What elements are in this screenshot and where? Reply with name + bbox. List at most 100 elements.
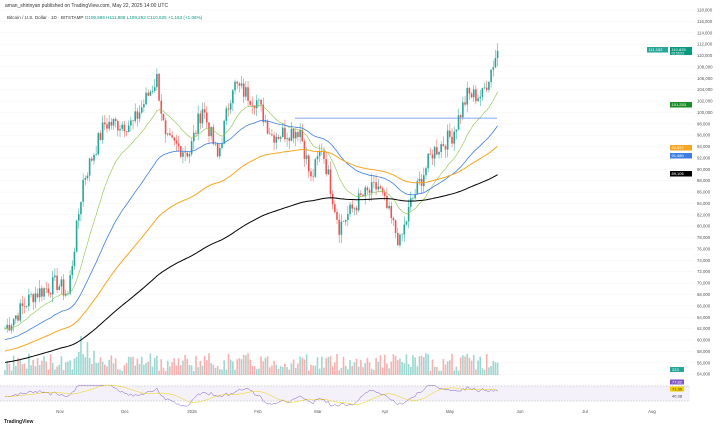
- volume-bar: [234, 369, 236, 375]
- candle-body: [314, 159, 317, 177]
- volume-bar: [28, 353, 30, 375]
- volume-bar: [64, 362, 67, 375]
- volume-bar: [405, 354, 408, 375]
- volume-bar: [255, 369, 258, 375]
- candle-body: [409, 198, 412, 207]
- volume-bar: [145, 362, 147, 375]
- rsi-tag: [670, 379, 684, 385]
- y-tick-label: 54,000: [697, 372, 711, 377]
- candle-body: [412, 198, 414, 199]
- y-tick-label: 110,000: [697, 53, 713, 58]
- candle-body: [475, 89, 477, 102]
- candle-body: [221, 143, 223, 148]
- y-tick-label: 104,000: [697, 87, 713, 92]
- candle-body: [438, 152, 440, 155]
- volume-tag: [670, 367, 684, 372]
- candle-body: [93, 154, 95, 161]
- candle-body: [425, 168, 427, 176]
- candle-body: [392, 218, 395, 221]
- candle-body: [459, 115, 462, 118]
- volume-bar: [325, 358, 327, 375]
- price-tag-label: 111,153: [649, 47, 664, 52]
- volume-bar: [60, 356, 63, 375]
- volume-bar: [97, 362, 100, 375]
- volume-bar: [104, 364, 106, 375]
- volume-bar: [349, 359, 351, 375]
- candle-body: [177, 143, 180, 147]
- candle-body: [32, 294, 35, 303]
- volume-bar: [266, 356, 269, 375]
- volume-bar: [80, 336, 82, 375]
- candle-body: [423, 175, 425, 187]
- volume-bar: [316, 357, 319, 375]
- candle-body: [260, 99, 262, 105]
- volume-bar: [164, 370, 167, 375]
- volume-bar: [286, 367, 288, 375]
- volume-bar: [201, 365, 204, 375]
- candle-body: [236, 81, 238, 84]
- candle-body: [125, 131, 128, 133]
- candle-body: [84, 178, 87, 180]
- volume-bar: [203, 355, 206, 375]
- y-tick-label: 78,000: [697, 235, 711, 240]
- volume-bar: [125, 363, 128, 375]
- candle-body: [60, 279, 63, 287]
- volume-bar: [147, 361, 150, 375]
- candle-body: [362, 194, 364, 197]
- x-tick-label: 2025: [187, 409, 197, 414]
- volume-bar: [77, 351, 80, 375]
- volume-bar: [214, 368, 217, 375]
- volume-bar: [169, 366, 171, 375]
- y-tick-label: 88,000: [697, 178, 711, 183]
- tradingview-logo: TradingView: [4, 419, 34, 425]
- candle-body: [275, 136, 278, 143]
- ma50-line: [4, 120, 498, 340]
- candle-body: [41, 288, 43, 297]
- volume-bar: [56, 366, 58, 375]
- candle-body: [379, 186, 382, 189]
- candle-body: [86, 175, 89, 179]
- volume-bar: [470, 360, 473, 375]
- volume-bar: [88, 358, 91, 375]
- volume-bar: [229, 359, 232, 375]
- volume-bar: [386, 363, 388, 375]
- volume-bar: [423, 357, 425, 375]
- candle-body: [184, 152, 186, 153]
- volume-bar: [10, 370, 13, 375]
- volume-bar: [334, 362, 336, 375]
- volume-bar: [51, 362, 54, 375]
- volume-bar: [15, 365, 17, 375]
- candle-body: [153, 87, 156, 91]
- candle-body: [229, 103, 232, 110]
- y-tick-label: 60,000: [697, 338, 711, 343]
- volume-bar: [219, 369, 221, 375]
- volume-bar: [36, 358, 39, 375]
- volume-bar: [173, 358, 176, 375]
- volume-bar: [262, 361, 265, 375]
- candle-body: [336, 212, 338, 220]
- candle-body: [106, 124, 108, 129]
- volume-bar: [4, 369, 6, 375]
- price-tag-label: 89,106: [672, 171, 685, 176]
- candle-body: [247, 87, 249, 101]
- candle-body: [433, 147, 436, 159]
- volume-bar: [279, 366, 282, 375]
- candle-body: [23, 306, 26, 307]
- candle-body: [253, 105, 256, 109]
- volume-bar: [453, 370, 455, 375]
- candle-body: [316, 156, 319, 160]
- candle-body: [418, 178, 421, 182]
- candle-body: [190, 141, 193, 155]
- candle-body: [136, 111, 139, 119]
- candle-body: [340, 221, 343, 235]
- y-tick-label: 68,000: [697, 292, 711, 297]
- volume-bar: [416, 366, 419, 375]
- volume-bar: [171, 362, 173, 375]
- volume-bar: [73, 358, 76, 375]
- volume-bar: [442, 358, 445, 375]
- volume-bar: [353, 362, 356, 375]
- candle-body: [258, 99, 260, 101]
- candle-body: [201, 109, 204, 124]
- candle-body: [49, 293, 52, 295]
